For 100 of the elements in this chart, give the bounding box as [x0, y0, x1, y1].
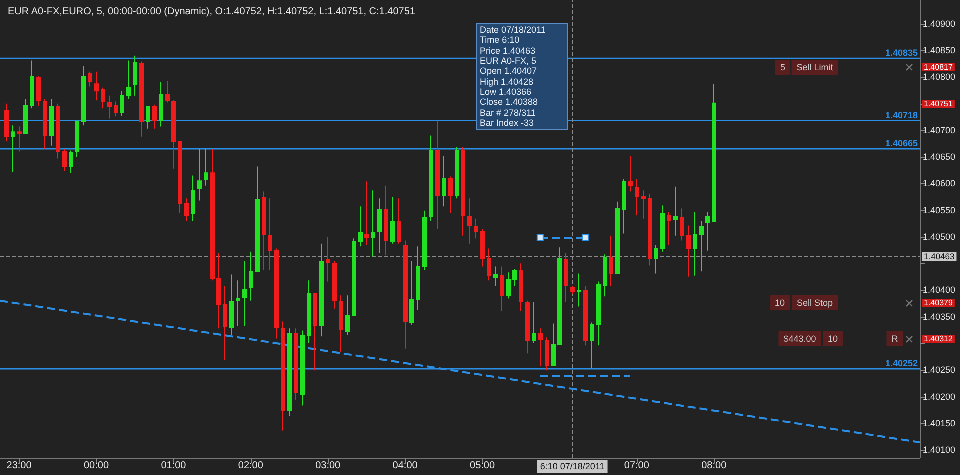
annotation: Bar # 278/311: [480, 108, 537, 118]
candlestick: [532, 302, 536, 344]
candlestick: [4, 103, 9, 142]
candlestick: [11, 125, 15, 173]
candlestick: [23, 98, 28, 134]
candlestick: [43, 98, 47, 150]
candlestick: [570, 285, 575, 296]
candlestick: [564, 253, 568, 302]
text: 1.40817: [924, 63, 954, 72]
candlestick: [525, 300, 530, 354]
candlestick: [30, 60, 34, 110]
candlestick: [229, 274, 234, 336]
candlestick: [120, 90, 124, 117]
candlestick: [371, 190, 375, 258]
candlestick: [480, 228, 485, 268]
candlestick: [660, 205, 665, 252]
candlestick: [133, 55, 137, 96]
annotation: 5: [780, 62, 786, 72]
candlestick: [313, 293, 317, 372]
annotation: Bar Index -33: [480, 118, 536, 128]
candlestick: [139, 61, 144, 138]
candlestick: [307, 280, 311, 344]
candlestick: [416, 246, 420, 311]
candlestick: [49, 98, 54, 146]
candlestick: [152, 104, 157, 130]
candlestick: [654, 245, 658, 274]
ref-line-label: 1.40665: [885, 138, 918, 149]
ref-line-label: 1.40252: [885, 358, 918, 369]
annotation: High 1.40428: [480, 76, 535, 87]
y-tick-label: 1.40550: [923, 205, 956, 216]
candlestick: [435, 120, 440, 230]
candlestick: [339, 295, 343, 354]
annotation: Open 1.40407: [480, 66, 538, 77]
candlestick: [62, 148, 67, 172]
candlestick: [667, 211, 671, 246]
candlestick: [358, 206, 363, 248]
candlestick: [641, 190, 646, 220]
candlestick: [352, 238, 356, 316]
candlestick: [583, 286, 588, 346]
candlestick: [294, 328, 298, 401]
candlestick: [397, 198, 401, 244]
candlestick: [622, 178, 626, 234]
y-tick-label: 1.40350: [923, 312, 956, 322]
candlestick: [590, 322, 594, 370]
y-tick-label: 1.40250: [923, 365, 956, 376]
candlestick: [500, 266, 504, 312]
candlestick: [596, 281, 601, 346]
x-tick-label: 03:00: [316, 460, 342, 472]
candlestick: [249, 251, 253, 302]
annotation: Price 1.40463: [480, 46, 537, 56]
x-tick-label: 05:00: [470, 460, 496, 472]
x-tick-label: 07:00: [624, 460, 650, 472]
candlestick: [648, 193, 652, 266]
ref-line-label: 1.40835: [885, 48, 918, 58]
text: 1.40751: [924, 100, 954, 108]
candlestick: [429, 135, 433, 222]
candlestick: [673, 186, 678, 236]
candlestick: [635, 178, 639, 216]
y-tick-label: 1.40500: [923, 232, 956, 242]
y-tick-label: 1.40800: [923, 72, 956, 82]
ref-line-label: 1.40718: [885, 110, 918, 120]
candlestick: [699, 221, 704, 272]
candlestick: [628, 156, 633, 192]
annotation: EUR A0-FX, 5: [480, 56, 538, 66]
annotation: Low 1.40366: [480, 86, 533, 98]
candlestick: [364, 181, 369, 246]
candlestick: [204, 148, 208, 186]
candlestick: [281, 321, 285, 432]
candlestick: [326, 236, 330, 282]
candlestick: [242, 260, 247, 327]
annotation: Sell Limit: [796, 62, 834, 72]
candlestick: [184, 198, 189, 222]
candlestick: [56, 103, 60, 160]
candlestick: [467, 198, 472, 244]
y-tick-label: 1.40900: [923, 18, 956, 29]
candlestick: [448, 176, 453, 214]
candlestick: [474, 218, 478, 240]
candlestick: [487, 248, 491, 282]
x-tick-label: 08:00: [702, 460, 728, 472]
ref-line-label: 1.40463: [924, 252, 955, 262]
text: 1.40312: [924, 334, 954, 344]
y-tick-label: 1.40150: [923, 418, 956, 428]
annotation: $443.00: [784, 334, 816, 344]
candlestick: [274, 248, 279, 340]
candlestick: [493, 266, 498, 288]
candlestick: [114, 101, 118, 118]
candlestick: [319, 243, 324, 338]
candlestick: [686, 225, 691, 278]
candlestick: [705, 211, 710, 252]
annotation: 10: [774, 298, 786, 308]
y-tick-label: 1.40600: [923, 178, 956, 189]
candlestick: [287, 328, 292, 417]
candlestick: [615, 201, 620, 274]
x-tick-label: 01:00: [161, 460, 187, 472]
annotation: Sell Stop: [796, 298, 834, 308]
candlestick: [712, 84, 716, 222]
candlestick: [377, 198, 382, 254]
candlestick: [107, 95, 112, 120]
candlestick: [384, 185, 388, 256]
candlestick: [36, 76, 41, 106]
